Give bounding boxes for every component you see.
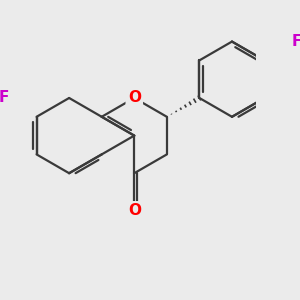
Text: F: F bbox=[0, 91, 9, 106]
Text: F: F bbox=[292, 34, 300, 49]
Text: O: O bbox=[128, 203, 141, 218]
Text: O: O bbox=[128, 91, 141, 106]
